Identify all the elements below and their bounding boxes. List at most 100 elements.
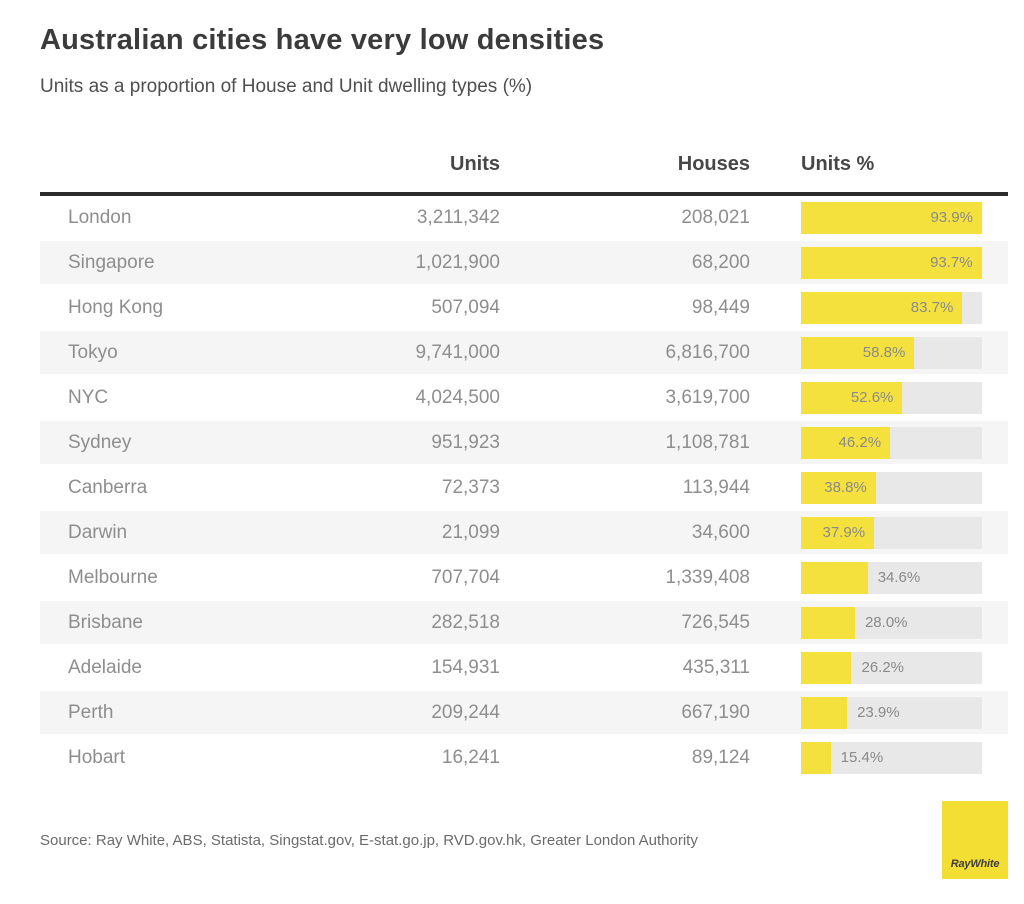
units-pct-label: 23.9%: [857, 703, 900, 721]
units-pct-bar: [801, 651, 852, 684]
table-row: Hong Kong 507,094 98,449 83.7%: [40, 286, 1008, 329]
units-pct-bar-track: 15.4%: [801, 741, 982, 774]
units-pct-cell: 26.2%: [750, 646, 1008, 689]
units-pct-cell: 15.4%: [750, 736, 1008, 779]
city-label: London: [68, 206, 132, 228]
data-table: Units Houses Units % London 3,211,342 208,…: [40, 144, 1008, 779]
units-pct-bar: 93.9%: [801, 201, 982, 234]
units-pct-label: 83.7%: [910, 299, 954, 316]
table-row: Adelaide 154,931 435,311 26.2%: [40, 646, 1008, 689]
header-divider: [40, 192, 1008, 196]
units-value: 3,211,342: [416, 206, 500, 228]
units-value: 707,704: [431, 566, 500, 588]
units-pct-cell: 83.7%: [750, 286, 1008, 329]
table-row: London 3,211,342 208,021 93.9%: [40, 196, 1008, 239]
city-label: Hong Kong: [68, 296, 164, 318]
units-pct-label: 52.6%: [850, 389, 894, 406]
units-pct-bar-track: 28.0%: [801, 606, 982, 639]
city-label: Hobart: [68, 746, 126, 768]
table-row: Brisbane 282,518 726,545 28.0%: [40, 601, 1008, 644]
units-pct-cell: 34.6%: [750, 556, 1008, 599]
units-pct-bar: [801, 606, 855, 639]
table-row: Melbourne 707,704 1,339,408 34.6%: [40, 556, 1008, 599]
city-label: Adelaide: [68, 656, 142, 678]
units-pct-bar: 58.8%: [801, 336, 915, 369]
houses-value: 3,619,700: [665, 386, 750, 408]
city-label: Brisbane: [68, 611, 143, 633]
city-label: Canberra: [68, 476, 148, 498]
houses-value: 68,200: [691, 251, 750, 273]
houses-value: 89,124: [691, 746, 750, 768]
units-pct-cell: 37.9%: [750, 511, 1008, 554]
units-value: 282,518: [431, 611, 500, 633]
table-row: Canberra 72,373 113,944 38.8%: [40, 466, 1008, 509]
units-pct-bar-track: 83.7%: [801, 291, 982, 324]
units-pct-cell: 28.0%: [750, 601, 1008, 644]
page-title: Australian cities have very low densitie…: [40, 24, 605, 56]
units-pct-label: 37.9%: [822, 524, 866, 541]
city-label: Sydney: [68, 431, 132, 453]
units-pct-bar: [801, 696, 848, 729]
units-pct-bar: 83.7%: [801, 291, 963, 324]
units-pct-bar: 46.2%: [801, 426, 891, 459]
city-label: Singapore: [68, 251, 155, 273]
units-value: 72,373: [441, 476, 500, 498]
units-value: 507,094: [431, 296, 500, 318]
units-pct-bar: [801, 741, 831, 774]
table-header-row: Units Houses Units %: [40, 144, 1008, 184]
units-pct-bar-track: 58.8%: [801, 336, 982, 369]
units-pct-bar-track: 93.9%: [801, 201, 982, 234]
houses-value: 98,449: [691, 296, 750, 318]
units-value: 21,099: [441, 521, 500, 543]
raywhite-logo-text: RayWhite: [950, 858, 1000, 870]
table-row: NYC 4,024,500 3,619,700 52.6%: [40, 376, 1008, 419]
units-pct-label: 93.9%: [930, 209, 973, 226]
units-pct-bar: [801, 561, 868, 594]
units-pct-label: 28.0%: [864, 613, 908, 631]
units-value: 16,241: [441, 746, 500, 768]
units-pct-bar-track: 38.8%: [801, 471, 982, 504]
city-label: NYC: [68, 386, 109, 408]
houses-value: 1,339,408: [665, 566, 750, 588]
units-pct-cell: 93.7%: [750, 241, 1008, 284]
units-pct-cell: 52.6%: [750, 376, 1008, 419]
units-pct-bar-track: 93.7%: [801, 246, 982, 279]
units-value: 1,021,900: [415, 251, 500, 273]
column-header-houses: Houses: [677, 152, 750, 175]
page-subtitle: Units as a proportion of House and Unit …: [40, 76, 533, 97]
units-pct-bar-track: 52.6%: [801, 381, 982, 414]
units-pct-label: 34.6%: [877, 568, 921, 586]
city-label: Melbourne: [68, 566, 158, 588]
houses-value: 1,108,781: [665, 431, 750, 453]
units-pct-cell: 93.9%: [750, 196, 1008, 239]
units-pct-bar-track: 34.6%: [801, 561, 982, 594]
houses-value: 34,600: [691, 521, 750, 543]
units-pct-bar: 37.9%: [801, 516, 875, 549]
table-row: Sydney 951,923 1,108,781 46.2%: [40, 421, 1008, 464]
units-pct-cell: 23.9%: [750, 691, 1008, 734]
table-body: London 3,211,342 208,021 93.9% Singapore 1,02…: [40, 196, 1008, 779]
city-label: Perth: [68, 701, 114, 723]
units-pct-label: 26.2%: [861, 658, 905, 676]
footer: Source: Ray White, ABS, Statista, Singst…: [40, 801, 1008, 879]
units-pct-label: 38.8%: [824, 479, 867, 496]
table-row: Darwin 21,099 34,600 37.9%: [40, 511, 1008, 554]
units-value: 209,244: [431, 701, 500, 723]
city-label: Tokyo: [68, 341, 118, 363]
source-note: Source: Ray White, ABS, Statista, Singst…: [40, 831, 698, 849]
units-pct-bar-track: 23.9%: [801, 696, 982, 729]
units-pct-bar-track: 26.2%: [801, 651, 982, 684]
units-pct-cell: 38.8%: [750, 466, 1008, 509]
table-row: Hobart 16,241 89,124 15.4%: [40, 736, 1008, 779]
houses-value: 208,021: [681, 206, 750, 228]
units-pct-label: 58.8%: [862, 344, 906, 361]
units-pct-cell: 58.8%: [750, 331, 1008, 374]
city-label: Darwin: [68, 521, 128, 543]
units-pct-bar: 93.7%: [801, 246, 982, 279]
units-pct-bar-track: 46.2%: [801, 426, 982, 459]
houses-value: 667,190: [681, 701, 750, 723]
table-row: Tokyo 9,741,000 6,816,700 58.8%: [40, 331, 1008, 374]
units-value: 9,741,000: [415, 341, 500, 363]
units-pct-bar: 52.6%: [801, 381, 903, 414]
houses-value: 113,944: [682, 476, 750, 498]
